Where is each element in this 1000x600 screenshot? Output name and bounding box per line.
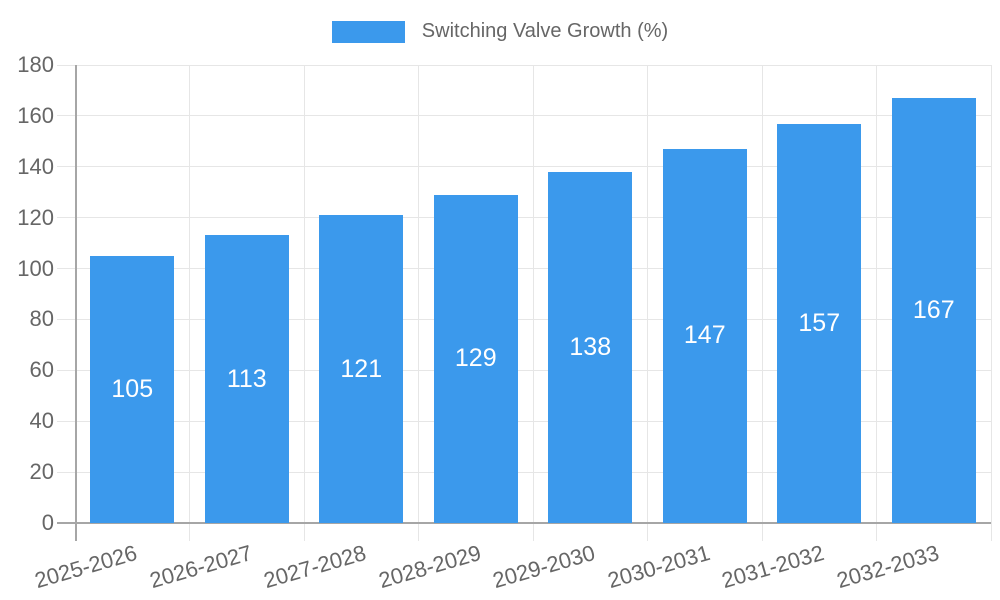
x-gridline [647,65,648,541]
y-gridline [57,369,991,371]
y-axis-tick-label: 100 [17,255,54,281]
x-axis-tick-label: 2028-2029 [375,540,484,594]
x-gridline [418,65,419,541]
bar: 157 [777,123,862,523]
bar: 113 [204,235,289,523]
x-gridline [761,65,763,541]
y-axis-tick-label: 160 [17,102,54,128]
bar-value-label: 105 [111,374,154,403]
x-gridline [876,65,877,541]
bar: 167 [891,98,976,523]
y-gridline [57,217,991,219]
bar: 147 [662,148,747,523]
x-gridline [532,65,534,541]
bar: 138 [548,171,633,523]
y-axis-tick-label: 20 [29,459,54,485]
x-axis-line [57,522,991,524]
y-axis-tick-label: 60 [29,357,54,383]
bar: 129 [433,194,518,523]
bar-value-label: 167 [912,296,955,325]
bar-value-label: 129 [454,344,497,373]
x-axis-tick-label: 2026-2027 [146,540,255,594]
y-axis-tick-label: 120 [17,204,54,230]
y-gridline [57,268,991,270]
y-axis-tick-label: 40 [29,408,54,434]
y-gridline [57,420,991,422]
x-axis-tick-label: 2032-2033 [833,540,942,594]
bar-value-label: 121 [340,354,383,383]
y-gridline [57,115,991,117]
x-axis-tick-label: 2030-2031 [604,540,713,594]
bar: 121 [319,215,404,523]
plot-area: 0 20 40 60 80 100 120 140 160 180 105 2025-2026 113 2… [17,53,992,593]
bar-value-label: 157 [798,308,841,337]
y-gridline [57,64,991,66]
y-axis-tick-label: 140 [17,153,54,179]
x-gridline [303,65,305,541]
legend-swatch-icon [331,20,405,43]
y-axis-line [75,65,77,541]
y-axis-tick-label: 80 [29,306,54,332]
legend-label: Switching Valve Growth (%) [421,20,669,42]
y-gridline [57,471,991,473]
x-axis-tick-label: 2025-2026 [31,540,140,594]
x-axis-tick-label: 2029-2030 [489,540,598,594]
x-axis-tick-label: 2031-2032 [718,540,827,594]
bar-value-label: 113 [226,364,267,393]
y-axis-tick-label: 180 [17,52,54,77]
legend: Switching Valve Growth (%) [0,20,1000,43]
bar-value-label: 147 [683,321,726,350]
x-gridline [189,65,190,541]
legend-item[interactable]: Switching Valve Growth (%) [331,20,669,43]
x-gridline [990,65,992,541]
y-axis-tick-label: 0 [41,510,54,535]
y-gridline [57,318,991,320]
y-gridline [57,166,991,168]
x-axis-tick-label: 2027-2028 [260,540,369,594]
bar: 105 [90,255,175,523]
bar-value-label: 138 [569,332,612,361]
